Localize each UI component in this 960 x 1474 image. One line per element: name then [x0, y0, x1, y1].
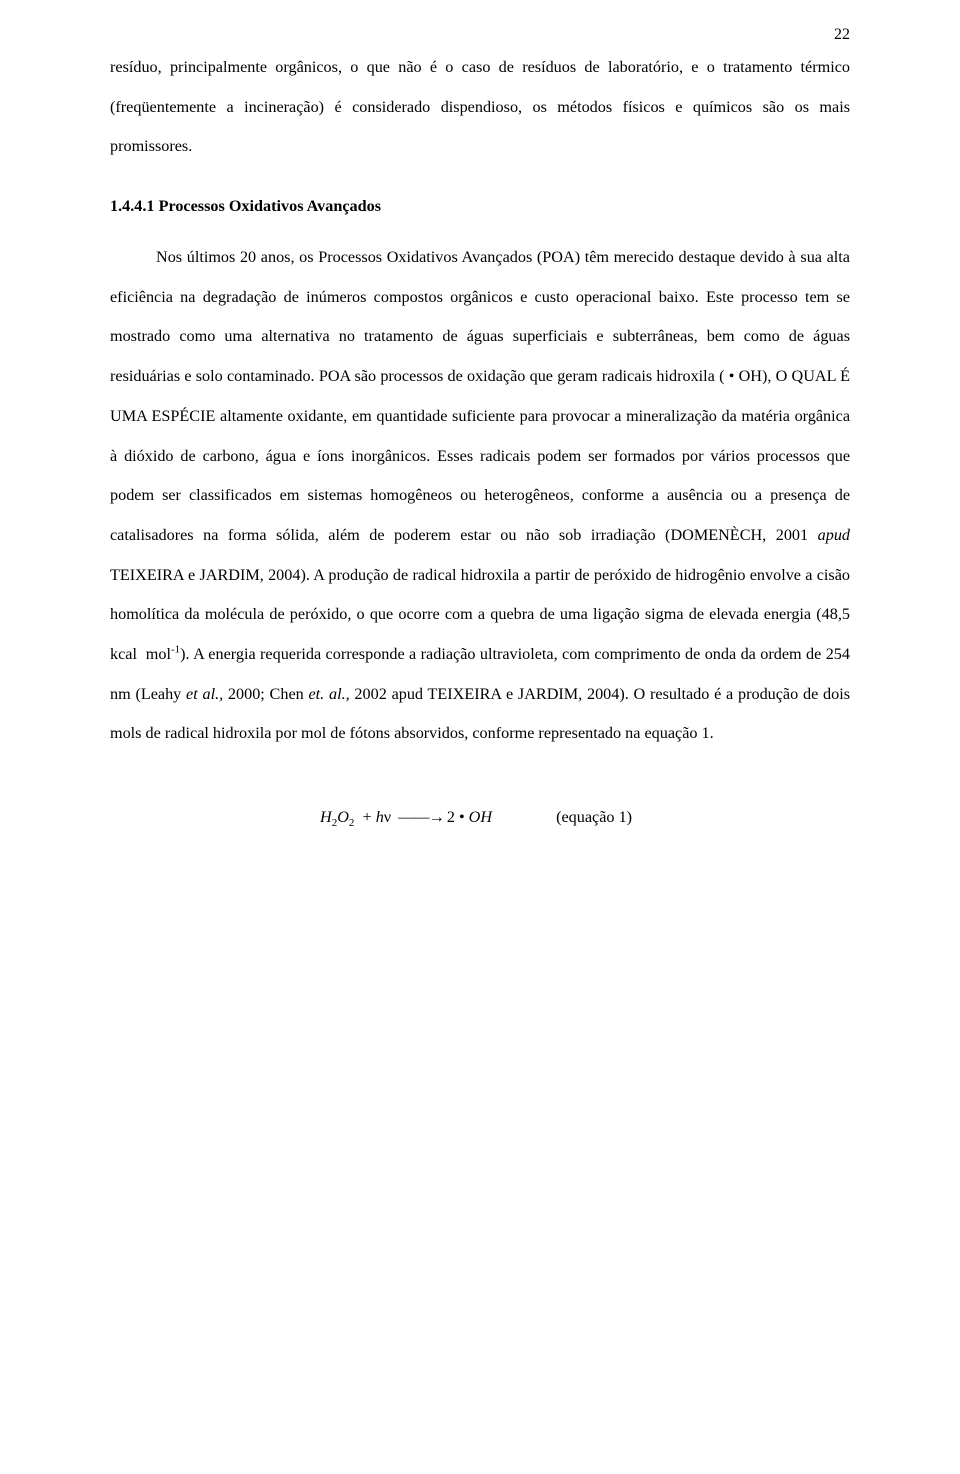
equation-label: (equação 1)	[556, 808, 632, 826]
para2-first-line: Nos últimos 20 anos, os Processos Oxidat…	[156, 248, 609, 266]
italic-apud-1: apud	[818, 526, 850, 544]
para2-mol: mol	[146, 645, 171, 663]
italic-etal-2: et. al.,	[309, 685, 350, 703]
paragraph-continuation: resíduo, principalmente orgânicos, o que…	[110, 48, 850, 167]
paragraph-main: Nos últimos 20 anos, os Processos Oxidat…	[110, 238, 850, 754]
superscript-minus1: -1	[171, 644, 180, 656]
equation-1: H2O2 + hν ——→ 2 • OH (equação 1)	[110, 808, 850, 827]
radical-dot-icon: •	[724, 367, 738, 385]
para2-after-cit2: 2000; Chen	[223, 685, 308, 703]
para2-rest-a: merecido destaque devido à sua alta efic…	[110, 248, 850, 385]
page-number: 22	[834, 26, 850, 44]
section-heading: 1.4.4.1 Processos Oxidativos Avançados	[110, 197, 850, 216]
para2-oh: OH), O QUAL É UMA ESPÉCIE altamente oxid…	[110, 367, 850, 544]
italic-etal-1: et al.,	[186, 685, 223, 703]
document-page: 22 resíduo, principalmente orgânicos, o …	[0, 0, 960, 1474]
